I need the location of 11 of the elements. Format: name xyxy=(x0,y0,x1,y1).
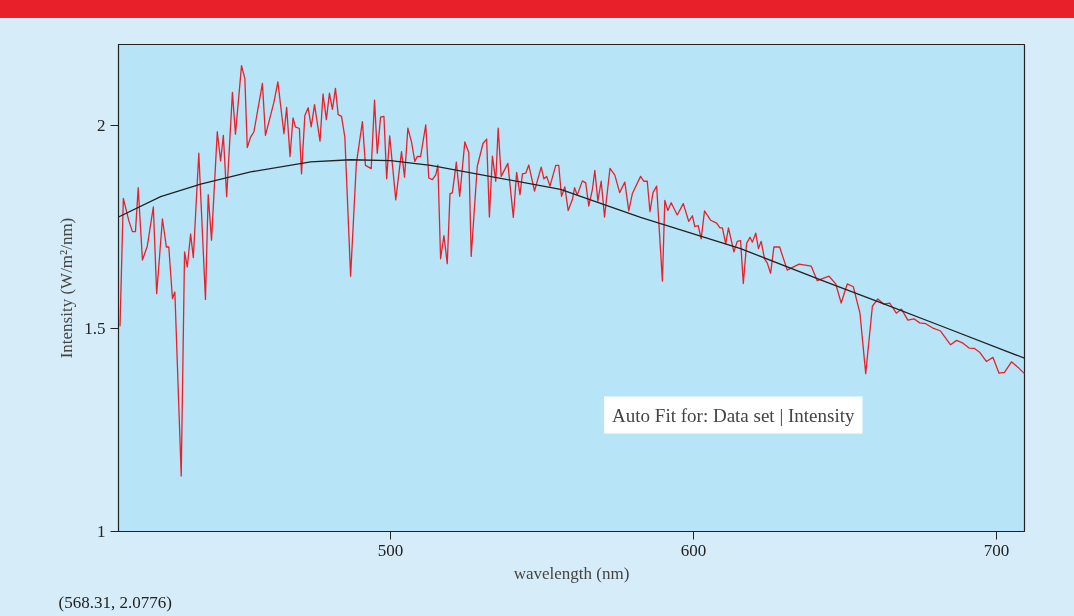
y-tick-label: 2 xyxy=(97,116,106,136)
text: (568.31, 2.0776) xyxy=(58,592,172,612)
x-axis-title: wavelength (nm) xyxy=(513,563,630,583)
x-tick-label: 700 xyxy=(983,540,1010,560)
x-tick-label: 500 xyxy=(377,540,404,560)
x-tick-label: 600 xyxy=(680,540,707,560)
annotation: Auto Fit for: Data set | Intensity xyxy=(612,404,855,426)
line-series xyxy=(119,64,1025,477)
y-axis-title: Intensity (W/m²/nm) xyxy=(57,217,77,359)
y-tick-label: 1 xyxy=(97,522,106,541)
y-tick-label: 1.5 xyxy=(84,319,106,339)
